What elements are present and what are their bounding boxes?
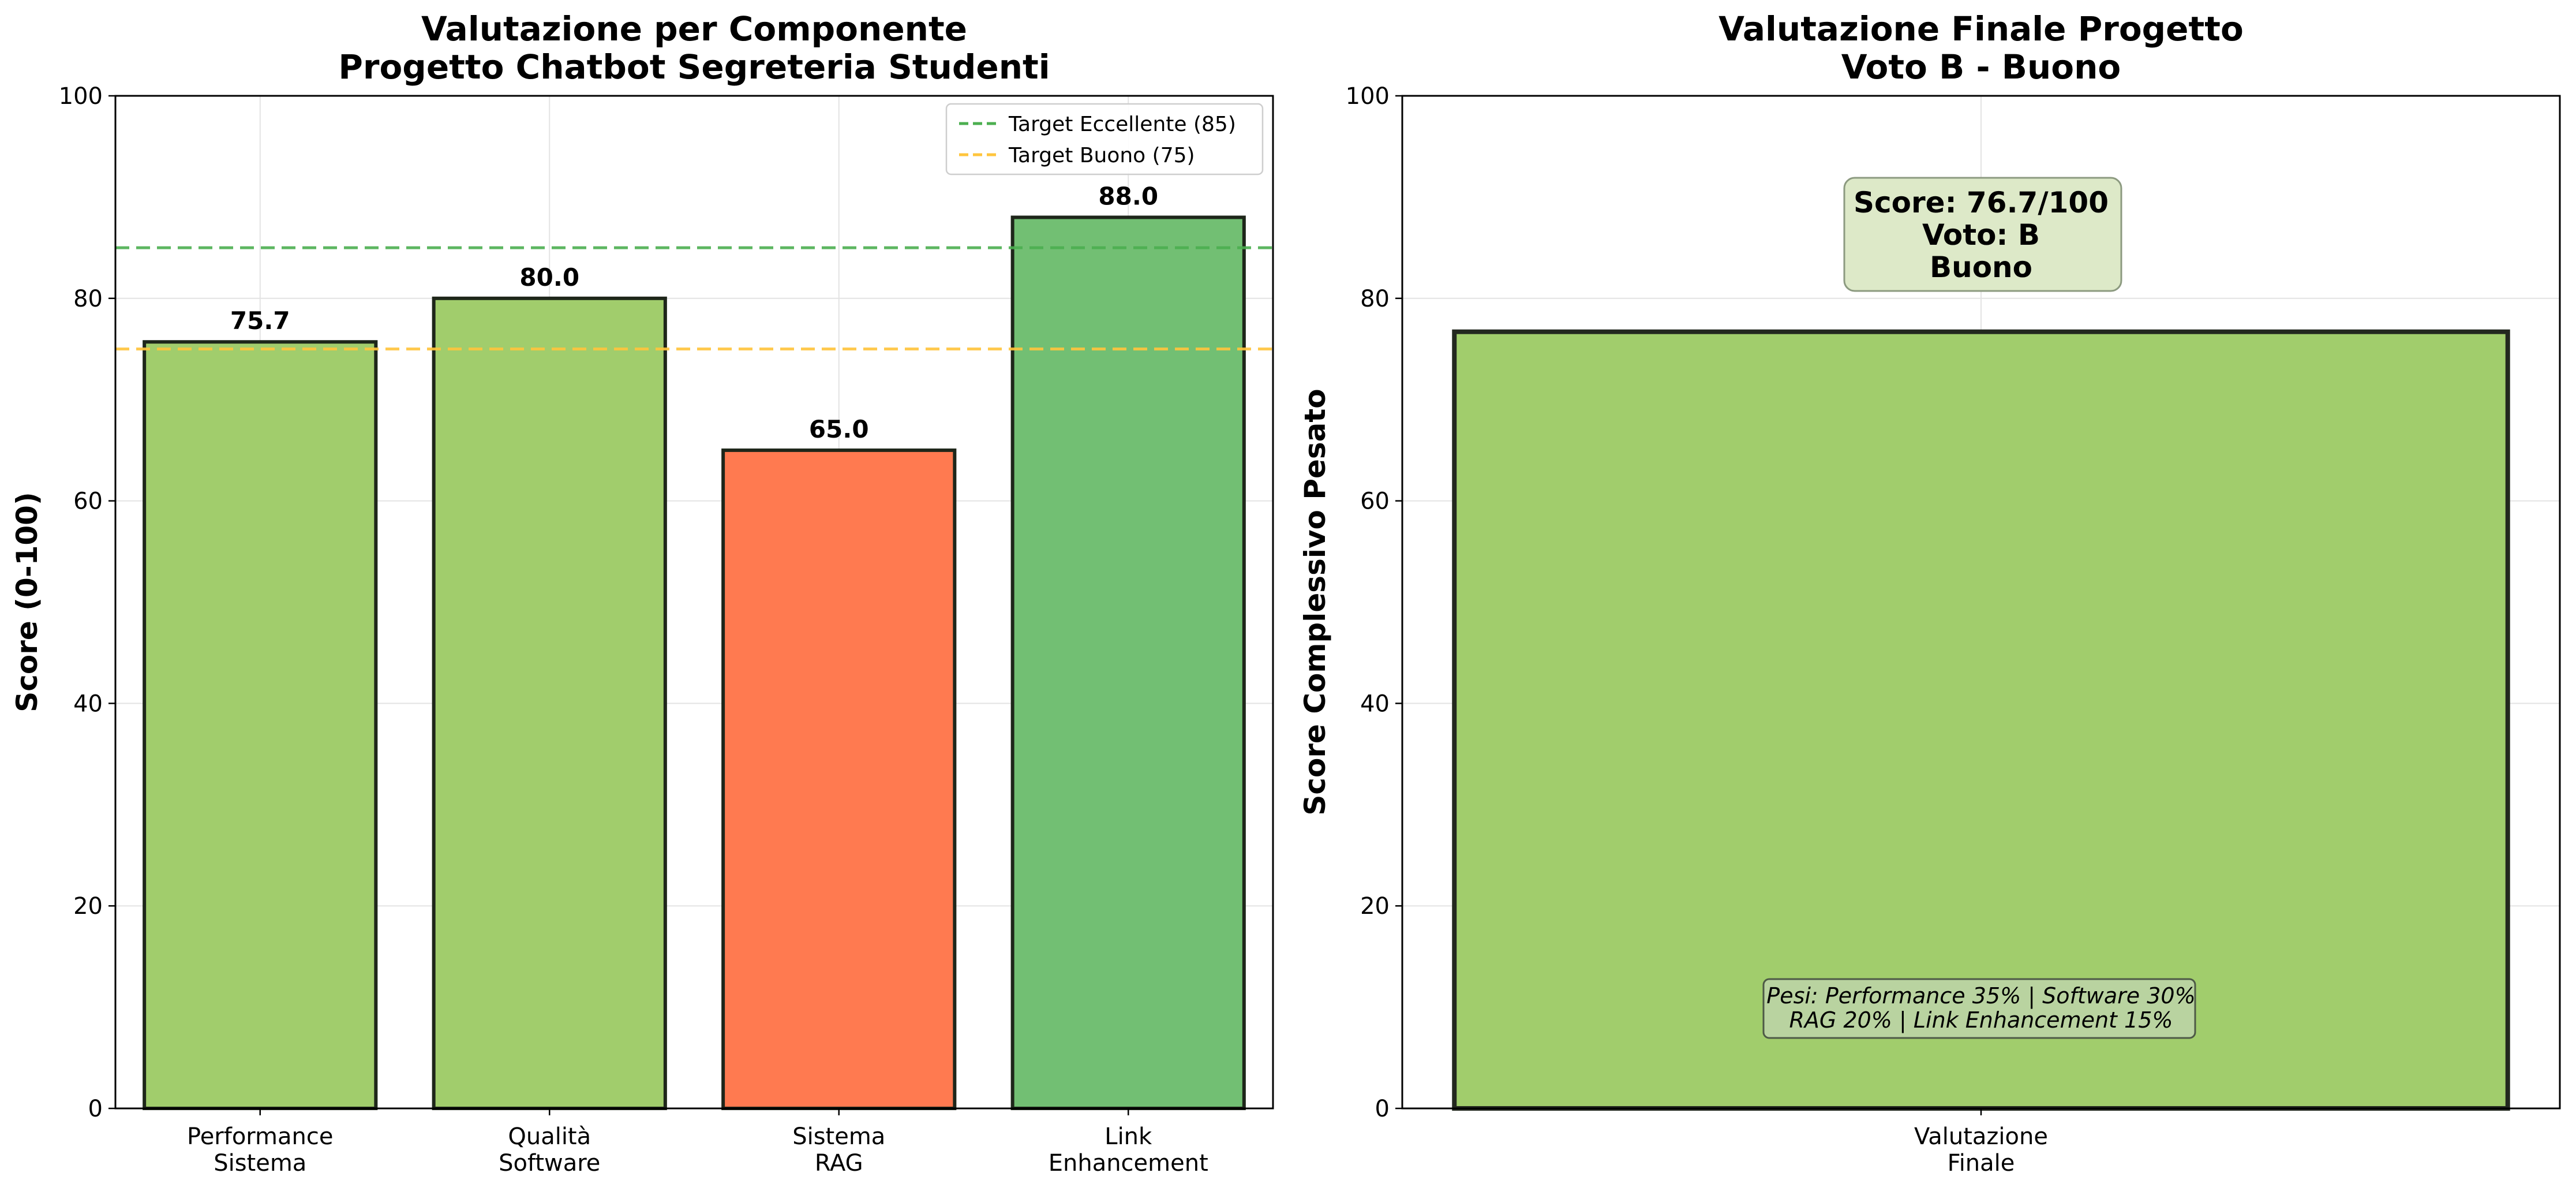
bar (432, 296, 667, 1110)
left-y-axis-label: Score (0-100) (10, 492, 44, 712)
left-x-tick-label: Enhancement (1049, 1150, 1208, 1177)
bar (143, 340, 378, 1110)
bar-value-label: 65.0 (809, 415, 869, 443)
score-annotation-line: Voto: B (1922, 218, 2040, 252)
left-x-tick-label: RAG (815, 1150, 863, 1177)
right-title-line: Voto B - Buono (1841, 47, 2121, 87)
bar (1010, 215, 1246, 1111)
left-x-tick-label: Link (1104, 1123, 1152, 1150)
score-annotation-line: Buono (1930, 251, 2032, 284)
right-y-tick-label: 60 (1360, 488, 1390, 515)
left-y-tick-label: 40 (73, 690, 103, 717)
right-y-tick-label: 80 (1360, 286, 1390, 312)
left-x-tick-label: Sistema (792, 1123, 885, 1150)
right-title-line: Valutazione Finale Progetto (1718, 9, 2244, 48)
score-annotation-box (1843, 177, 2122, 292)
right-y-tick-label: 100 (1346, 83, 1390, 110)
left-x-tick-label: Qualità (508, 1123, 591, 1150)
component-score-chart: 02040608010075.7PerformanceSistema80.0Qu… (10, 9, 1274, 1177)
bar-value-label: 88.0 (1098, 182, 1158, 210)
left-title-line: Valutazione per Componente (421, 9, 967, 48)
bar-value-label: 80.0 (519, 263, 579, 292)
legend-entry: Target Eccellente (85) (1008, 113, 1236, 136)
left-plot-frame (114, 95, 1274, 1110)
right-x-tick-label: Finale (1948, 1150, 2015, 1177)
legend-entry: Target Buono (75) (1008, 144, 1195, 167)
weights-note-line: RAG 20% | Link Enhancement 15% (1789, 1007, 2173, 1033)
right-y-tick-label: 40 (1360, 690, 1390, 717)
left-x-tick-label: Software (499, 1150, 600, 1177)
legend-box (945, 103, 1264, 175)
right-y-tick-label: 0 (1375, 1096, 1390, 1122)
right-y-axis-label: Score Complessivo Pesato (1298, 389, 1332, 815)
weights-note-line: Pesi: Performance 35% | Software 30% (1766, 983, 2195, 1009)
left-y-tick-label: 0 (88, 1096, 103, 1122)
left-title-line: Progetto Chatbot Segreteria Studenti (338, 47, 1050, 87)
left-y-tick-label: 20 (73, 893, 103, 920)
right-y-tick-label: 20 (1360, 893, 1390, 920)
left-y-tick-label: 60 (73, 488, 103, 515)
bar (721, 448, 957, 1110)
weights-note-box (1762, 978, 2196, 1039)
score-annotation-line: Score: 76.7/100 (1854, 186, 2109, 219)
left-x-tick-label: Performance (187, 1123, 333, 1150)
right-plot-frame (1401, 95, 2561, 1110)
bar-value-label: 75.7 (230, 307, 290, 335)
right-x-tick-label: Valutazione (1914, 1123, 2048, 1150)
left-x-tick-label: Sistema (214, 1150, 306, 1177)
left-y-tick-label: 100 (59, 83, 103, 110)
left-y-tick-label: 80 (73, 286, 103, 312)
